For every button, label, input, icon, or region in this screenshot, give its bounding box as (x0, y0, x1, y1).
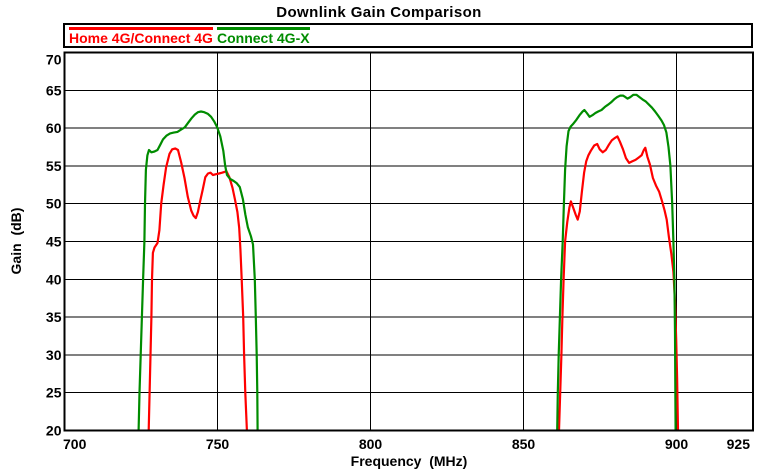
legend-label: Connect 4G-X (217, 30, 310, 46)
svg-text:35: 35 (46, 309, 62, 325)
svg-text:700: 700 (63, 436, 87, 452)
legend-line-swatch-green (217, 27, 310, 30)
svg-text:30: 30 (46, 347, 62, 363)
svg-text:925: 925 (727, 436, 751, 452)
svg-text:65: 65 (46, 82, 62, 98)
legend-entry-connect-4gx: Connect 4G-X (217, 27, 310, 46)
svg-text:800: 800 (359, 436, 383, 452)
y-axis-title: Gain (dB) (8, 207, 24, 275)
svg-text:50: 50 (46, 196, 62, 212)
svg-text:850: 850 (512, 436, 536, 452)
legend-line-swatch-red (69, 27, 213, 30)
svg-text:25: 25 (46, 385, 62, 401)
svg-text:60: 60 (46, 120, 62, 136)
legend: Home 4G/Connect 4G Connect 4G-X (63, 23, 753, 48)
legend-entry-home-4g: Home 4G/Connect 4G (69, 27, 213, 46)
svg-text:45: 45 (46, 234, 62, 250)
x-axis-title: Frequency (MHz) (350, 453, 468, 469)
svg-text:55: 55 (46, 158, 62, 174)
chart-title: Downlink Gain Comparison (276, 4, 482, 21)
legend-label: Home 4G/Connect 4G (69, 30, 213, 46)
svg-text:40: 40 (46, 271, 62, 287)
svg-text:70: 70 (46, 52, 62, 68)
svg-text:750: 750 (206, 436, 230, 452)
svg-text:20: 20 (46, 423, 62, 439)
svg-text:900: 900 (665, 436, 689, 452)
